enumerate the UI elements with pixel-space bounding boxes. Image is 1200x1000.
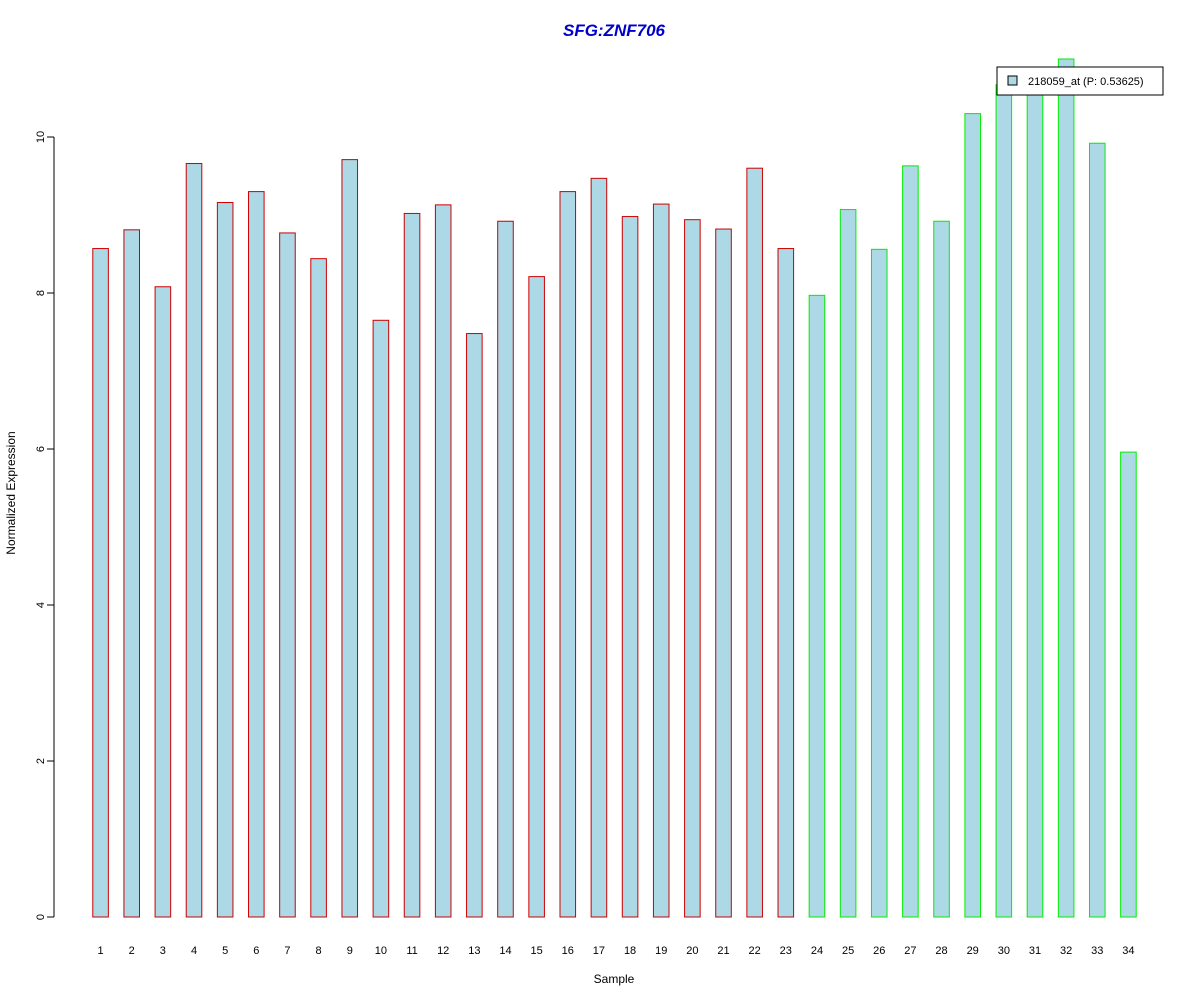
x-axis-title: Sample: [594, 972, 635, 986]
x-tick-label: 18: [624, 945, 636, 957]
x-tick-label: 20: [686, 945, 698, 957]
x-tick-label: 26: [873, 945, 885, 957]
bar: [1120, 451, 1137, 918]
y-tick-label: 8: [35, 290, 47, 296]
bar: [185, 163, 203, 918]
x-tick-label: 33: [1091, 945, 1103, 957]
x-tick-label: 31: [1029, 945, 1041, 957]
y-axis-title: Normalized Expression: [4, 431, 18, 554]
x-tick-label: 9: [347, 945, 353, 957]
legend: 218059_at (P: 0.53625): [996, 66, 1164, 96]
bar: [154, 286, 172, 918]
x-tick-label: 15: [531, 945, 543, 957]
bars: [92, 58, 1137, 918]
bar: [403, 212, 421, 918]
bar: [808, 294, 826, 918]
bar: [310, 258, 327, 918]
bar: [279, 232, 296, 918]
x-tick-label: 28: [935, 945, 947, 957]
x-tick-label: 22: [749, 945, 761, 957]
x-tick-label: 1: [98, 945, 104, 957]
bar: [777, 248, 795, 918]
y-tick-label: 6: [35, 446, 47, 452]
x-tick-label: 6: [253, 945, 259, 957]
x-tick-label: 29: [967, 945, 979, 957]
y-tick-label: 2: [35, 758, 47, 764]
x-tick-label: 4: [191, 945, 197, 957]
bar: [216, 202, 234, 918]
x-tick-label: 8: [316, 945, 322, 957]
bar: [559, 191, 577, 918]
y-axis: 0 2 4 6 8 10: [35, 131, 55, 920]
bar: [123, 229, 141, 918]
bar: [870, 248, 888, 918]
bar: [497, 220, 514, 918]
x-tick-label: 3: [160, 945, 166, 957]
bar: [684, 219, 701, 918]
y-tick-label: 0: [35, 914, 47, 920]
bar: [964, 113, 981, 918]
bar: [902, 165, 919, 918]
x-tick-label: 10: [375, 945, 387, 957]
bar: [1088, 142, 1106, 918]
legend-label: 218059_at (P: 0.53625): [1028, 76, 1144, 88]
x-tick-label: 12: [437, 945, 449, 957]
y-tick-label: 10: [35, 131, 47, 143]
legend-box: [996, 66, 1164, 96]
x-tick-label: 16: [562, 945, 574, 957]
x-tick-label: 24: [811, 945, 823, 957]
bar: [1057, 58, 1075, 918]
x-tick-label: 14: [499, 945, 511, 957]
bar: [933, 220, 950, 918]
x-tick-label: 5: [222, 945, 228, 957]
y-tick-label: 4: [35, 602, 47, 608]
x-tick-labels: 1 2 3 4 5 6 7 8 9 10 11 12 13 14 15 16 17 18 19 20 21 22 23 24 2…: [98, 945, 1135, 957]
x-tick-label: 27: [904, 945, 916, 957]
x-tick-label: 32: [1060, 945, 1072, 957]
x-tick-label: 17: [593, 945, 605, 957]
legend-swatch: [1007, 75, 1018, 86]
x-tick-label: 13: [468, 945, 480, 957]
bar: [341, 159, 359, 918]
x-tick-label: 21: [717, 945, 729, 957]
x-tick-label: 2: [129, 945, 135, 957]
bar: [652, 203, 670, 918]
bar: [528, 276, 545, 918]
bar: [1026, 89, 1044, 918]
bar: [466, 333, 483, 918]
x-tick-label: 34: [1122, 945, 1134, 957]
bar: [621, 216, 639, 918]
chart-title: SFG:ZNF706: [563, 21, 666, 40]
bar: [92, 248, 109, 918]
bar: [372, 319, 390, 918]
bar: [715, 228, 732, 918]
bar: [839, 209, 857, 918]
x-tick-label: 19: [655, 945, 667, 957]
x-tick-label: 11: [406, 945, 417, 957]
bar: [590, 177, 608, 918]
bar: [746, 167, 763, 918]
bar: [995, 84, 1013, 918]
x-tick-label: 25: [842, 945, 854, 957]
x-tick-label: 30: [998, 945, 1010, 957]
x-tick-label: 7: [284, 945, 290, 957]
x-tick-label: 23: [780, 945, 792, 957]
bar: [434, 204, 452, 918]
bar: [248, 191, 265, 918]
